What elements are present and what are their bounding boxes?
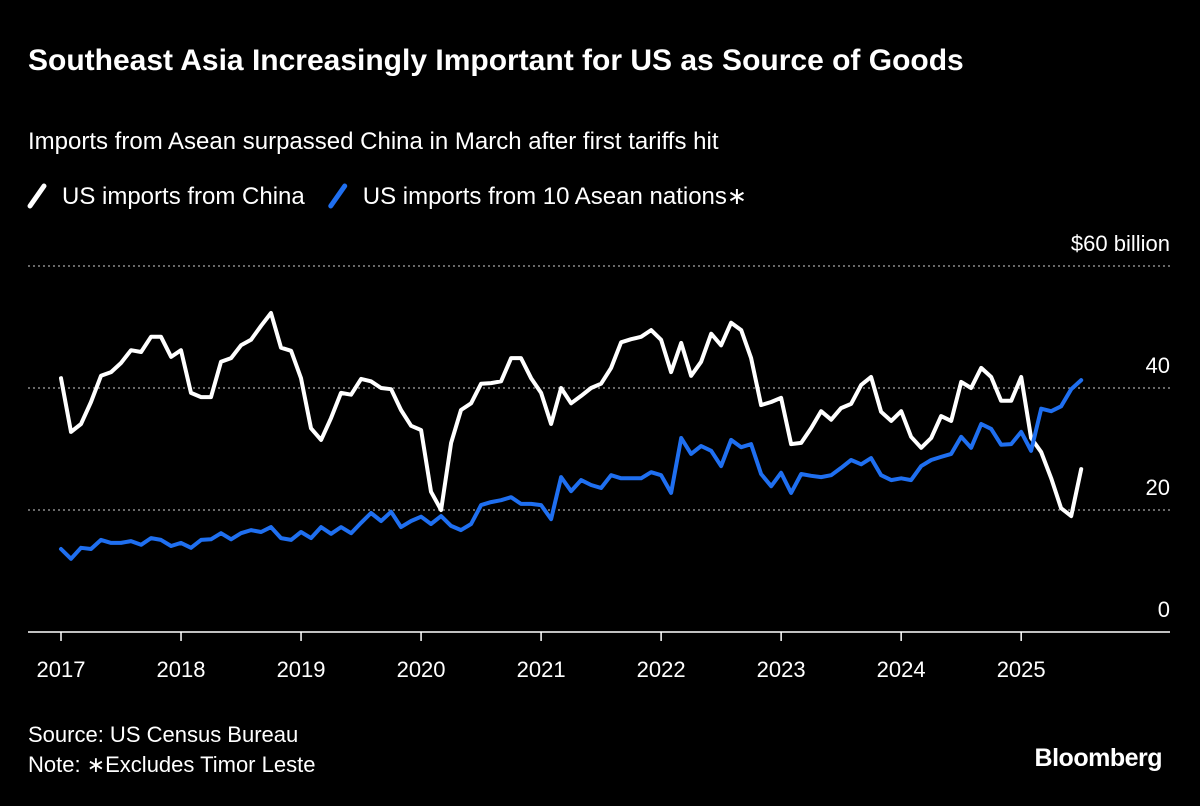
y-tick-label: 20: [1146, 475, 1170, 500]
legend-swatch: [27, 183, 47, 209]
x-tick-label: 2025: [997, 657, 1046, 682]
x-tick-label: 2019: [277, 657, 326, 682]
title-line: Southeast Asia Increasingly Important fo…: [28, 44, 964, 77]
series-line: [59, 378, 1084, 561]
x-tick-label: 2020: [397, 657, 446, 682]
footnote: Note: ∗Excludes Timor Leste: [28, 752, 315, 777]
chart-subtitle: Imports from Asean surpassed China in Ma…: [28, 128, 719, 155]
y-tick-label: $60 billion: [1071, 231, 1170, 256]
chart-title: Southeast Asia Increasingly Important fo…: [28, 44, 964, 77]
legend-label: US imports from 10 Asean nations∗: [363, 183, 747, 210]
x-tick-label: 2023: [757, 657, 806, 682]
x-tick-label: 2024: [877, 657, 926, 682]
y-tick-label: 0: [1158, 597, 1170, 622]
x-tick-label: 2021: [517, 657, 566, 682]
series-line: [59, 311, 1084, 519]
x-tick-label: 2022: [637, 657, 686, 682]
legend-label: US imports from China: [62, 183, 305, 210]
y-tick-label: 40: [1146, 353, 1170, 378]
source-note: Source: US Census Bureau: [28, 722, 298, 747]
x-tick-label: 2017: [37, 657, 86, 682]
legend-swatch: [328, 183, 348, 209]
brand-logo: Bloomberg: [1035, 744, 1162, 772]
x-tick-label: 2018: [157, 657, 206, 682]
